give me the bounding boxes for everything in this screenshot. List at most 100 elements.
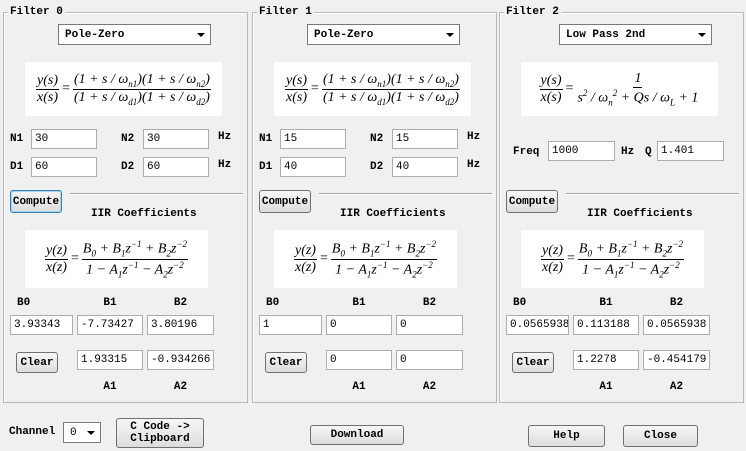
coefficient-label: B2 bbox=[669, 297, 684, 309]
text-input[interactable]: 15 bbox=[392, 129, 458, 149]
text-input[interactable]: 0.0565938 bbox=[506, 315, 569, 335]
formula-superscript: −1 bbox=[379, 239, 391, 250]
copy-code-button[interactable]: C Code -> Clipboard bbox=[116, 418, 204, 448]
formula-text: z bbox=[122, 262, 128, 278]
compute-button[interactable]: Compute bbox=[259, 190, 311, 213]
text-input[interactable]: 40 bbox=[392, 157, 458, 177]
formula-text: z bbox=[419, 241, 426, 257]
text-input[interactable]: 60 bbox=[143, 157, 209, 177]
formula-subscript: 1 bbox=[613, 268, 619, 279]
formula-text: + 1 bbox=[674, 90, 699, 106]
design-dropdown[interactable]: Low Pass 2nd bbox=[559, 24, 712, 45]
formula-text: ) bbox=[454, 71, 459, 87]
download-button[interactable]: Download bbox=[310, 425, 404, 445]
dropdown-arrow bbox=[698, 33, 706, 37]
group-title: Filter 2 bbox=[504, 5, 561, 19]
group-title: Filter 1 bbox=[257, 5, 314, 19]
text-input[interactable]: 0 bbox=[396, 315, 463, 335]
formula-numerator: 1 bbox=[633, 71, 643, 88]
formula-subscript: n bbox=[608, 97, 613, 108]
text-input[interactable]: 0 bbox=[396, 350, 463, 370]
formula-text: z bbox=[167, 262, 174, 278]
filter-group bbox=[3, 12, 248, 403]
formula-lhs-denominator: x(s) bbox=[37, 89, 59, 105]
formula-subscript: 2 bbox=[166, 248, 171, 259]
clear-button[interactable]: Clear bbox=[512, 352, 554, 373]
text-input[interactable]: 1000 bbox=[548, 141, 615, 161]
formula-numerator: B0 + B1z−1 + B2z−2 bbox=[577, 239, 685, 260]
formula-lhs-numerator: y(s) bbox=[539, 72, 563, 90]
formula-denominator: 1 − A1z−1 − A2z−2 bbox=[334, 260, 434, 279]
formula-text: + B bbox=[95, 241, 121, 257]
unit-label: Hz bbox=[621, 146, 635, 158]
unit-label: Hz bbox=[218, 131, 232, 143]
unit-label: Hz bbox=[218, 159, 232, 171]
design-dropdown[interactable]: Pole-Zero bbox=[58, 24, 211, 45]
text-input[interactable]: -0.934266 bbox=[147, 350, 214, 370]
formula-text: z bbox=[666, 241, 673, 257]
formula-denominator: s2 / ωn2 + Qs / ωL + 1 bbox=[576, 88, 699, 107]
formula-subscript: 2 bbox=[415, 248, 420, 259]
compute-button[interactable]: Compute bbox=[506, 190, 558, 213]
formula-subscript: n2 bbox=[196, 78, 206, 89]
formula-subscript: n1 bbox=[128, 78, 138, 89]
text-input[interactable]: 1 bbox=[259, 315, 322, 335]
formula-lhs-numerator: y(z) bbox=[44, 242, 68, 260]
close-button[interactable]: Close bbox=[623, 425, 698, 447]
text-input[interactable]: 3.80196 bbox=[147, 315, 214, 335]
text-input[interactable]: 0 bbox=[326, 315, 392, 335]
formula-text: z bbox=[170, 241, 177, 257]
text-input[interactable]: 1.93315 bbox=[77, 350, 143, 370]
formula-subscript: d1 bbox=[377, 96, 387, 107]
param-label: D1 bbox=[259, 161, 273, 173]
text-input[interactable]: 15 bbox=[280, 129, 346, 149]
equals-sign: = bbox=[62, 81, 70, 96]
formula-lhs-denominator: x(z) bbox=[541, 259, 563, 275]
button-text-line: C Code -> bbox=[130, 421, 190, 433]
text-input[interactable]: -0.454179 bbox=[643, 350, 710, 370]
text-input[interactable]: 30 bbox=[31, 129, 97, 149]
coefficient-label: B2 bbox=[422, 297, 437, 309]
coefficient-label: A1 bbox=[352, 381, 366, 393]
dropdown-arrow bbox=[197, 33, 205, 37]
formula-superscript: −1 bbox=[130, 239, 142, 250]
formula-text: )(1 + s / ω bbox=[137, 89, 197, 105]
separator bbox=[566, 193, 739, 195]
formula-lhs-denominator: x(s) bbox=[286, 89, 308, 105]
channel-dropdown[interactable]: 0 bbox=[63, 422, 101, 443]
text-input[interactable]: 0.0565938 bbox=[643, 315, 710, 335]
formula-text: / ω bbox=[587, 90, 609, 106]
clear-button[interactable]: Clear bbox=[265, 352, 307, 373]
compute-button[interactable]: Compute bbox=[10, 190, 62, 213]
formula-text: (1 + s / ω bbox=[322, 71, 378, 87]
text-input[interactable]: -7.73427 bbox=[77, 315, 143, 335]
formula-text: z bbox=[416, 262, 423, 278]
clear-button[interactable]: Clear bbox=[16, 352, 58, 373]
fraction: y(z) x(z) bbox=[44, 242, 68, 276]
param-label: N1 bbox=[10, 133, 24, 145]
text-input[interactable]: 40 bbox=[280, 157, 346, 177]
param-label: N1 bbox=[259, 133, 273, 145]
equals-sign: = bbox=[70, 251, 79, 266]
formula: y(z) x(z) = B0 + B1z−1 + B2z−2 1 − A1z−1 − A… bbox=[521, 230, 704, 288]
text-input[interactable]: 0 bbox=[326, 350, 392, 370]
coefficient-label: B1 bbox=[352, 297, 366, 309]
coefficient-label: B0 bbox=[17, 297, 31, 309]
text-input[interactable]: 3.93343 bbox=[10, 315, 73, 335]
param-label: Freq bbox=[513, 146, 540, 158]
text-input[interactable]: 1.401 bbox=[657, 141, 724, 161]
formula-text: − A bbox=[138, 262, 164, 278]
help-button[interactable]: Help bbox=[528, 425, 605, 447]
text-input[interactable]: 60 bbox=[31, 157, 97, 177]
fraction: 1 s2 / ωn2 + Qs / ωL + 1 bbox=[576, 71, 699, 107]
fraction: y(z) x(z) bbox=[293, 243, 317, 276]
text-input[interactable]: 0.113188 bbox=[573, 315, 639, 335]
design-dropdown[interactable]: Pole-Zero bbox=[307, 24, 460, 45]
formula-superscript: −2 bbox=[425, 239, 437, 250]
fraction: B0 + B1z−1 + B2z−2 1 − A1z−1 − A2z−2 bbox=[330, 239, 438, 279]
formula-text: + B bbox=[637, 241, 663, 257]
equals-sign: = bbox=[565, 81, 574, 96]
channel-label: Channel bbox=[9, 426, 56, 438]
text-input[interactable]: 30 bbox=[143, 129, 209, 149]
text-input[interactable]: 1.2278 bbox=[573, 350, 639, 370]
